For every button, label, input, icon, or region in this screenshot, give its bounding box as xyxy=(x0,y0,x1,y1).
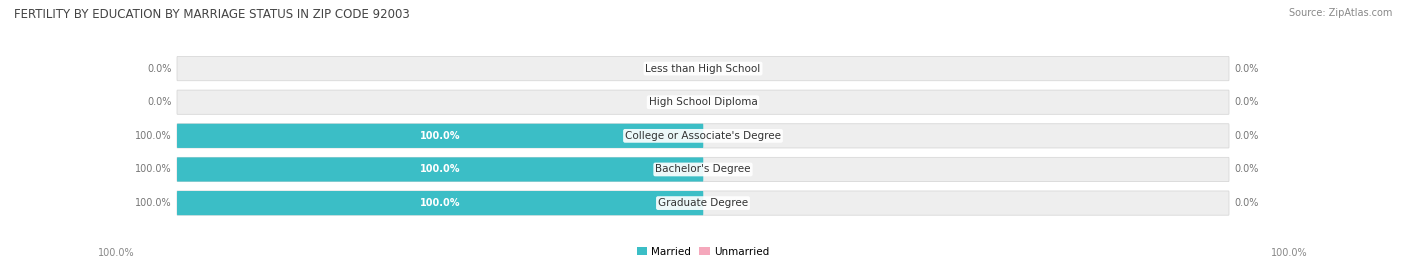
FancyBboxPatch shape xyxy=(177,90,1229,114)
FancyBboxPatch shape xyxy=(177,124,703,148)
Text: FERTILITY BY EDUCATION BY MARRIAGE STATUS IN ZIP CODE 92003: FERTILITY BY EDUCATION BY MARRIAGE STATU… xyxy=(14,8,409,21)
Text: Graduate Degree: Graduate Degree xyxy=(658,198,748,208)
FancyBboxPatch shape xyxy=(177,157,703,182)
Text: 0.0%: 0.0% xyxy=(1234,63,1258,74)
Text: 0.0%: 0.0% xyxy=(1234,97,1258,107)
Text: 100.0%: 100.0% xyxy=(420,164,460,175)
Text: 0.0%: 0.0% xyxy=(148,97,172,107)
Text: 0.0%: 0.0% xyxy=(1234,198,1258,208)
FancyBboxPatch shape xyxy=(177,124,1229,148)
FancyBboxPatch shape xyxy=(177,191,703,215)
Text: 0.0%: 0.0% xyxy=(1234,131,1258,141)
Text: High School Diploma: High School Diploma xyxy=(648,97,758,107)
FancyBboxPatch shape xyxy=(177,157,1229,182)
Text: 100.0%: 100.0% xyxy=(420,131,460,141)
Text: 100.0%: 100.0% xyxy=(420,198,460,208)
Text: College or Associate's Degree: College or Associate's Degree xyxy=(626,131,780,141)
Text: Bachelor's Degree: Bachelor's Degree xyxy=(655,164,751,175)
Text: 100.0%: 100.0% xyxy=(135,131,172,141)
Text: 100.0%: 100.0% xyxy=(135,198,172,208)
FancyBboxPatch shape xyxy=(177,56,1229,81)
Text: Less than High School: Less than High School xyxy=(645,63,761,74)
Text: Source: ZipAtlas.com: Source: ZipAtlas.com xyxy=(1288,8,1392,18)
Text: 100.0%: 100.0% xyxy=(135,164,172,175)
Text: 100.0%: 100.0% xyxy=(1271,248,1308,258)
Text: 100.0%: 100.0% xyxy=(98,248,135,258)
FancyBboxPatch shape xyxy=(177,191,1229,215)
Legend: Married, Unmarried: Married, Unmarried xyxy=(633,243,773,261)
Text: 0.0%: 0.0% xyxy=(148,63,172,74)
Text: 0.0%: 0.0% xyxy=(1234,164,1258,175)
